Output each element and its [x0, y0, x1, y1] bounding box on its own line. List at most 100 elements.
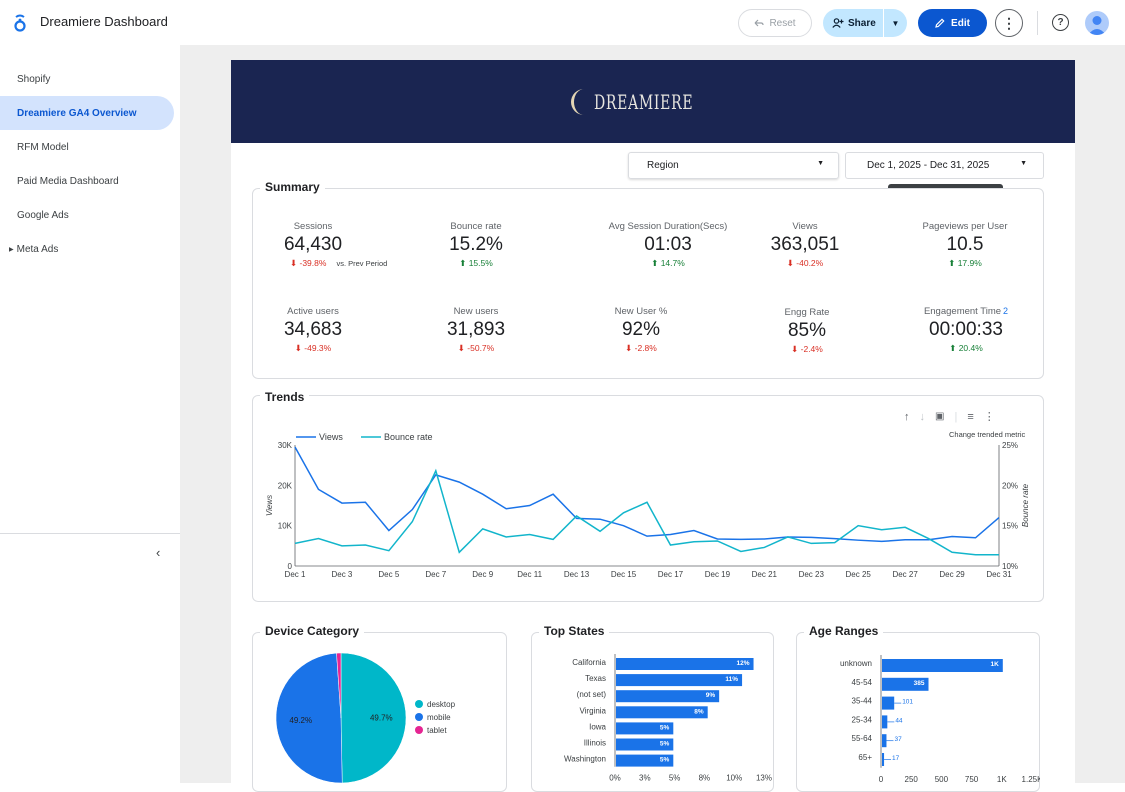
states-data-label: 5% — [660, 741, 670, 748]
undo-icon — [755, 19, 765, 27]
avatar[interactable] — [1085, 11, 1109, 35]
arrow-up-icon: ⬆ — [948, 258, 956, 268]
footnote-marker[interactable]: 2 — [1003, 306, 1009, 316]
trends-chart: 0 10K 20K 30K 10% 15% 20% 25% Dec 1 Dec 3 Dec 5 Dec… — [265, 432, 1030, 579]
kpi-change: -2.4% — [800, 344, 823, 354]
share-button[interactable]: Share — [823, 9, 884, 37]
ages-data-label: 101 — [902, 699, 913, 706]
kpi-active-users: Active users 34,683 ⬇ -49.3% — [238, 306, 388, 354]
kpi-value: 00:00:33 — [929, 319, 1003, 340]
kpi-label: Engg Rate — [784, 307, 830, 318]
chart-more-icon[interactable]: ⋮ — [983, 411, 995, 423]
toolbar-separator: | — [954, 410, 958, 423]
dashboard-logo-icon — [14, 14, 26, 32]
states-x-tick-label: 13% — [756, 774, 772, 783]
x-tick-label: Dec 23 — [799, 570, 825, 579]
kpi-label: Bounce rate — [450, 221, 502, 232]
ages-bar — [882, 753, 885, 766]
sidebar-item-label: Dreamiere GA4 Overview — [17, 107, 137, 119]
reset-button-label: Reset — [769, 17, 796, 29]
states-x-tick-label: 10% — [726, 774, 742, 783]
region-filter-label: Region — [647, 160, 679, 171]
user-avatar-icon — [1088, 16, 1106, 35]
change-trended-metric[interactable]: Change trended metric — [949, 430, 1026, 439]
states-category-label: Virginia — [579, 706, 606, 715]
x-tick-label: Dec 3 — [331, 570, 352, 579]
kpi-change: -40.2% — [796, 258, 824, 268]
sidebar-item-meta-ads[interactable]: ▶ Meta Ads — [0, 232, 174, 266]
kpi-value: 363,051 — [770, 234, 840, 255]
region-filter[interactable]: Region ▼ — [628, 152, 839, 179]
help-button[interactable]: ? — [1052, 14, 1069, 31]
more-options-button[interactable]: ⋮ — [995, 9, 1023, 37]
states-data-label: 5% — [660, 757, 670, 764]
states-data-label: 9% — [706, 692, 716, 699]
date-range-picker[interactable]: Dec 1, 2025 - Dec 31, 2025 ▼ — [845, 152, 1044, 179]
ages-category-label: 45-54 — [852, 678, 873, 687]
collapse-sidebar-button[interactable]: ‹ — [156, 545, 160, 560]
kpi-label: Sessions — [293, 221, 333, 232]
states-bar — [616, 674, 743, 687]
pie-data-label: 49.2% — [289, 716, 312, 725]
y2-tick-label: 20% — [1002, 481, 1018, 490]
sidebar-divider — [0, 533, 180, 534]
help-icon: ? — [1057, 17, 1064, 28]
arrow-up-icon: ⬆ — [651, 258, 659, 268]
trends-title: Trends — [260, 390, 310, 404]
legend-tablet-label: tablet — [427, 726, 447, 735]
kpi-avg-session-duration: Avg Session Duration(Secs) 01:03 ⬆ 14.7% — [593, 221, 743, 269]
ages-bar — [882, 696, 895, 710]
kpi-value: 34,683 — [283, 319, 343, 340]
summary-title: Summary — [260, 180, 325, 194]
x-tick-label: Dec 9 — [472, 570, 493, 579]
x-tick-label: Dec 5 — [378, 570, 399, 579]
arrow-down-icon: ⬇ — [457, 343, 465, 353]
ages-x-tick-label: 1.25K — [1022, 775, 1040, 783]
kpi-new-users: New users 31,893 ⬇ -50.7% — [401, 306, 551, 354]
reset-button[interactable]: Reset — [738, 9, 812, 37]
sidebar-item-label: Google Ads — [17, 209, 69, 221]
drill-down-icon[interactable]: ▣ — [935, 411, 945, 422]
states-category-label: Washington — [564, 755, 606, 764]
ages-category-label: 65+ — [858, 753, 872, 762]
sidebar-item-ga4-overview[interactable]: Dreamiere GA4 Overview — [0, 96, 174, 130]
kpi-engagement-rate: Engg Rate 85% ⬇ -2.4% — [732, 307, 882, 355]
sidebar-item-shopify[interactable]: Shopify — [0, 62, 174, 96]
states-x-tick-label: 0% — [609, 774, 621, 783]
arrow-down-icon: ⬇ — [290, 258, 298, 268]
arrow-down-icon: ⬇ — [791, 344, 799, 354]
legend-desktop-label: desktop — [427, 700, 456, 709]
sidebar-item-paid-media[interactable]: Paid Media Dashboard — [0, 164, 174, 198]
share-dropdown-button[interactable]: ▼ — [884, 19, 907, 28]
age-ranges-title: Age Ranges — [804, 624, 884, 638]
kpi-value: 01:03 — [644, 234, 692, 255]
sidebar-item-rfm-model[interactable]: RFM Model — [0, 130, 174, 164]
y2-tick-label: 25% — [1002, 441, 1018, 450]
kpi-change: -50.7% — [467, 343, 495, 353]
kpi-label: Engagement Time — [923, 306, 1002, 317]
edit-button[interactable]: Edit — [918, 9, 987, 37]
sort-ascending-icon[interactable]: ↑ — [904, 410, 910, 423]
states-category-label: California — [572, 658, 606, 667]
filter-icon[interactable]: ≡ — [967, 410, 974, 423]
kpi-value: 92% — [621, 319, 661, 340]
arrow-up-icon: ⬆ — [459, 258, 467, 268]
report-banner: DREAMIERE — [231, 60, 1075, 143]
y-tick-label: 10K — [278, 522, 293, 531]
sort-descending-icon[interactable]: ↓ — [919, 410, 926, 423]
device-pie-chart: 49.7% 49.2% desktop mobile tablet — [275, 652, 456, 783]
y-axis-label: Views — [265, 495, 274, 516]
states-bar — [616, 658, 754, 670]
y-tick-label: 20K — [278, 481, 293, 490]
share-button-group: Share ▼ — [823, 9, 907, 37]
summary-card — [252, 188, 1044, 379]
legend-desktop-swatch — [415, 700, 423, 708]
y-tick-label: 0 — [288, 562, 293, 571]
kpi-label: Pageviews per User — [922, 221, 1008, 232]
x-tick-label: Dec 19 — [705, 570, 731, 579]
arrow-down-icon: ⬇ — [294, 343, 302, 353]
kpi-label: Active users — [287, 306, 339, 317]
ages-x-tick-label: 500 — [935, 775, 949, 783]
toolbar-divider — [1037, 11, 1038, 35]
sidebar-item-google-ads[interactable]: Google Ads — [0, 198, 174, 232]
